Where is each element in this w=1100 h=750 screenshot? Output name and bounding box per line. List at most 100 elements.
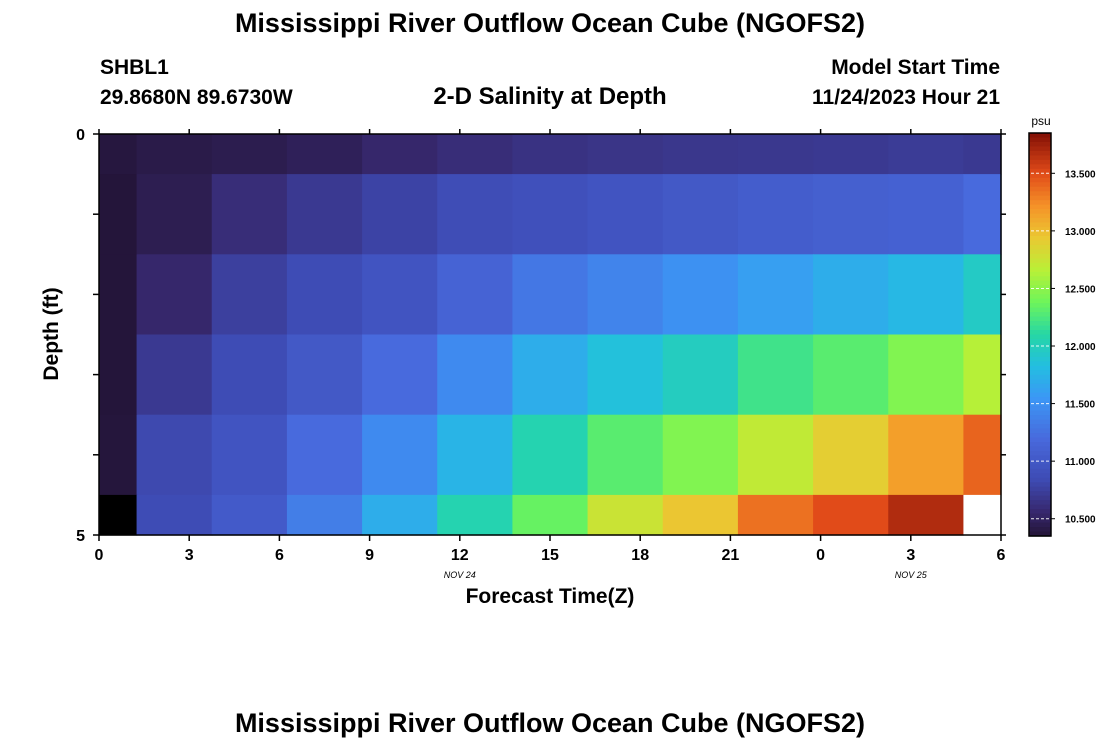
heatmap-cell <box>963 134 1002 175</box>
heatmap-cell <box>512 494 589 536</box>
colorbar-segment <box>1029 267 1051 273</box>
colorbar-segment <box>1029 164 1051 170</box>
heatmap-cell <box>136 494 213 536</box>
heatmap-cell <box>512 174 589 255</box>
colorbar-segment <box>1029 155 1051 161</box>
colorbar-segment <box>1029 173 1051 179</box>
heatmap-cell <box>362 174 438 255</box>
model-start-label: Model Start Time <box>831 56 1000 79</box>
colorbar-segment <box>1029 509 1051 515</box>
heatmap-cell <box>211 414 288 496</box>
model-start-value: 11/24/2023 Hour 21 <box>812 86 1000 109</box>
colorbar: 10.500 11.000 11.500 12.000 12.500 13.000 13.5… <box>1028 132 1096 537</box>
colorbar-segment <box>1029 338 1051 345</box>
colorbar-segment <box>1029 522 1051 528</box>
x-tick-label: 12 <box>451 547 469 564</box>
colorbar-segment <box>1029 406 1051 412</box>
colorbar-frame <box>1028 132 1052 537</box>
colorbar-segment <box>1029 276 1051 282</box>
colorbar-segment <box>1029 459 1051 465</box>
colorbar-segment <box>1029 441 1051 448</box>
heatmap-cell <box>437 174 514 255</box>
colorbar-segment <box>1029 379 1051 385</box>
colorbar-segment <box>1029 527 1051 533</box>
colorbar-segment <box>1029 464 1051 470</box>
heatmap-cell <box>362 414 438 496</box>
heatmap-cell <box>888 494 965 536</box>
colorbar-tick-label: 13.500 <box>1065 169 1096 180</box>
heatmap-cell <box>813 414 889 496</box>
heatmap-cell <box>662 414 739 496</box>
repeated-title: Mississippi River Outflow Ocean Cube (NG… <box>234 708 866 738</box>
colorbar-segment <box>1029 177 1051 183</box>
heatmap-cell <box>437 414 514 496</box>
colorbar-segment <box>1029 365 1051 371</box>
heatmap-cell <box>286 174 363 255</box>
colorbar-segment <box>1029 191 1051 197</box>
heatmap-cell <box>512 414 589 496</box>
heatmap-cell <box>512 134 589 175</box>
heatmap-cell <box>737 174 814 255</box>
heatmap-cell <box>813 254 889 336</box>
station-coordinates: 29.8680N 89.6730W <box>100 86 293 109</box>
heatmap-cell <box>587 494 664 536</box>
colorbar-segment <box>1029 370 1051 376</box>
heatmap-cell <box>587 254 664 336</box>
heatmap-cell <box>437 134 514 175</box>
heatmap-cell <box>99 254 138 336</box>
heatmap-cell <box>362 254 438 336</box>
colorbar-segment <box>1029 468 1051 474</box>
heatmap-cell <box>211 334 288 416</box>
station-id: SHBL1 <box>100 56 169 79</box>
colorbar-segment <box>1029 424 1051 430</box>
x-tick-label: 18 <box>631 547 649 564</box>
heatmap-cell <box>888 254 965 336</box>
heatmap-cell <box>963 414 1002 496</box>
heatmap-cell <box>99 334 138 416</box>
colorbar-tick-label: 13.000 <box>1065 227 1096 238</box>
heatmap-cell <box>662 174 739 255</box>
heatmap-cell <box>437 334 514 416</box>
heatmap-cell <box>437 494 514 536</box>
colorbar-segment <box>1029 415 1051 421</box>
heatmap-cell <box>99 414 138 496</box>
colorbar-segment <box>1029 307 1051 313</box>
heatmap-cell <box>99 494 138 536</box>
heatmap-cell <box>662 334 739 416</box>
x-tick-label: 3 <box>185 547 194 564</box>
heatmap-cell <box>437 254 514 336</box>
colorbar-segment <box>1029 204 1051 210</box>
heatmap-cell <box>587 414 664 496</box>
heatmap-cell <box>211 494 288 536</box>
colorbar-segment <box>1029 262 1051 268</box>
colorbar-tick-label: 11.500 <box>1065 400 1095 411</box>
x-tick-label: 6 <box>997 547 1006 564</box>
heatmap-cell <box>662 254 739 336</box>
colorbar-segment <box>1029 218 1051 224</box>
colorbar-segment <box>1029 330 1051 336</box>
heatmap-cell <box>211 254 288 336</box>
colorbar-segment <box>1029 334 1051 340</box>
colorbar-segment <box>1029 227 1051 233</box>
colorbar-segment <box>1029 316 1051 322</box>
colorbar-segment <box>1029 428 1051 434</box>
colorbar-segment <box>1029 235 1051 242</box>
heatmap-cell <box>286 334 363 416</box>
colorbar-segment <box>1029 213 1051 219</box>
colorbar-segment <box>1029 186 1051 192</box>
date-label: NOV 24 <box>444 570 476 580</box>
heatmap-cell <box>888 174 965 255</box>
colorbar-segment <box>1029 244 1051 251</box>
heatmap-cell <box>963 254 1002 336</box>
colorbar-segment <box>1029 249 1051 255</box>
colorbar-segment <box>1029 495 1051 501</box>
colorbar-segment <box>1029 253 1051 259</box>
heatmap-cell <box>813 134 889 175</box>
heatmap-cell <box>211 174 288 255</box>
y-tick-label: 0 <box>76 127 85 144</box>
y-axis-label: Depth (ft) <box>40 287 63 380</box>
colorbar-segment <box>1029 361 1051 367</box>
heatmap-cell <box>587 334 664 416</box>
colorbar-segment <box>1029 374 1051 380</box>
